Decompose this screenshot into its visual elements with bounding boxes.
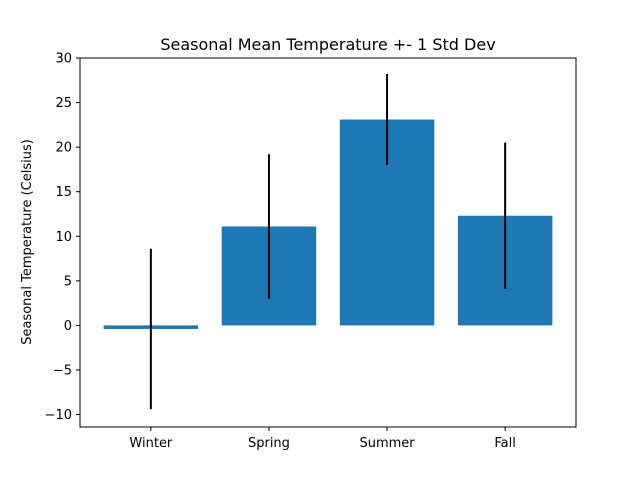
y-axis: −10 −5 0 5 10 15 20 25 30 (45, 52, 80, 423)
y-tick-label: 20 (55, 141, 72, 156)
x-axis: Winter Spring Summer Fall (129, 427, 516, 451)
error-bars-layer (149, 74, 507, 410)
x-tick-label-spring: Spring (248, 436, 290, 451)
y-tick-label: 5 (64, 274, 72, 289)
y-tick-label: 10 (55, 230, 72, 245)
bars-layer (103, 119, 553, 329)
x-tick-label-fall: Fall (494, 436, 515, 451)
y-axis-label: Seasonal Temperature (Celsius) (20, 139, 35, 345)
chart-title: Seasonal Mean Temperature +- 1 Std Dev (160, 35, 495, 54)
y-tick-label: 15 (55, 185, 72, 200)
y-tick-label: −5 (53, 363, 72, 378)
x-tick-label-summer: Summer (359, 436, 415, 451)
y-tick-label: −10 (45, 408, 72, 423)
plot-frame (79, 57, 577, 428)
y-tick-label: 0 (64, 319, 72, 334)
y-tick-label: 30 (55, 52, 72, 67)
x-tick-label-winter: Winter (129, 436, 173, 451)
y-tick-label: 25 (55, 96, 72, 111)
